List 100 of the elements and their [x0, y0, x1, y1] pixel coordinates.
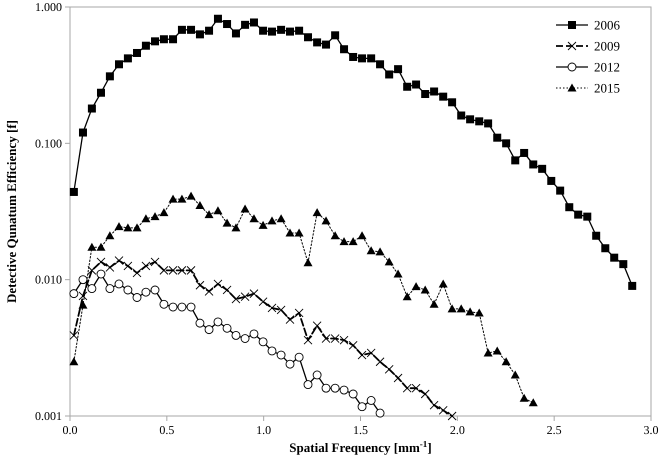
point [204, 286, 214, 296]
point [150, 212, 160, 220]
point [214, 280, 222, 288]
point [294, 308, 304, 318]
point [96, 257, 106, 266]
point [340, 386, 348, 394]
point [430, 300, 439, 308]
point [456, 304, 466, 312]
point [231, 223, 240, 232]
point [348, 237, 358, 246]
point [204, 210, 214, 218]
point [312, 370, 322, 380]
point [78, 291, 88, 300]
point [358, 231, 367, 240]
point [168, 302, 178, 312]
point [150, 257, 160, 266]
point [105, 231, 114, 240]
point [348, 390, 358, 398]
point [96, 270, 106, 278]
point [232, 330, 240, 340]
point [376, 357, 385, 366]
x-tick-label: 0.5 [159, 423, 174, 437]
point [78, 300, 88, 309]
point [186, 302, 196, 312]
point [268, 346, 276, 356]
point [520, 394, 529, 402]
point [384, 257, 394, 266]
point [177, 194, 186, 203]
point [222, 286, 232, 294]
point [168, 194, 178, 203]
point [132, 268, 142, 278]
point [376, 408, 385, 418]
point [196, 280, 204, 290]
point [141, 214, 150, 222]
x-tick-label: 3.0 [644, 423, 658, 437]
point [466, 307, 475, 316]
point [294, 352, 304, 362]
point [105, 284, 114, 294]
legend-label: 2006 [594, 18, 620, 32]
point [304, 380, 312, 390]
x-tick-label: 2.5 [546, 423, 562, 437]
point [78, 275, 88, 284]
point [258, 297, 268, 306]
point [123, 286, 132, 294]
point [196, 318, 204, 328]
point [114, 256, 124, 266]
point [448, 412, 457, 420]
point [304, 336, 312, 345]
point [96, 242, 106, 251]
point [276, 350, 286, 360]
point [312, 208, 322, 216]
point [366, 396, 376, 405]
point [258, 220, 268, 229]
y-tick-label: 0.100 [35, 136, 62, 150]
point [222, 218, 232, 227]
point [286, 228, 295, 236]
point [214, 317, 222, 326]
point [312, 321, 322, 330]
point [438, 406, 448, 415]
point [141, 262, 150, 270]
point [394, 270, 403, 278]
point [267, 216, 276, 224]
point [294, 228, 304, 236]
point [159, 208, 168, 216]
point [250, 289, 258, 298]
point [376, 247, 385, 256]
point [213, 206, 222, 214]
point [240, 334, 250, 343]
point [438, 279, 448, 288]
point [87, 284, 96, 294]
point [204, 325, 214, 334]
point [384, 364, 394, 374]
point [420, 285, 430, 294]
point [123, 223, 132, 232]
x-axis-title: Spatial Frequency [mm$^{-1}$] [289, 439, 432, 455]
point [330, 231, 340, 240]
point [528, 398, 538, 406]
point [286, 360, 294, 369]
x-tick-label: 0.0 [62, 423, 78, 437]
point [304, 258, 313, 266]
x-tick-label: 2.0 [450, 423, 465, 437]
point [123, 262, 132, 270]
y-axis-title: Detective Qunatum Efficiency [f] [4, 120, 19, 304]
point [420, 390, 430, 398]
point [186, 192, 196, 200]
point [448, 304, 457, 312]
point [348, 340, 358, 350]
point [340, 237, 349, 246]
y-tick-label: 1.000 [35, 0, 62, 14]
point [366, 246, 376, 254]
point [105, 262, 114, 272]
x-tick-label: 1.0 [256, 423, 272, 437]
point [249, 214, 258, 222]
legend-label: 2012 [594, 60, 620, 74]
point [394, 374, 403, 382]
point [159, 300, 168, 309]
point [69, 289, 78, 298]
point [276, 214, 286, 222]
legend-label: 2015 [594, 80, 620, 96]
point [87, 266, 96, 275]
